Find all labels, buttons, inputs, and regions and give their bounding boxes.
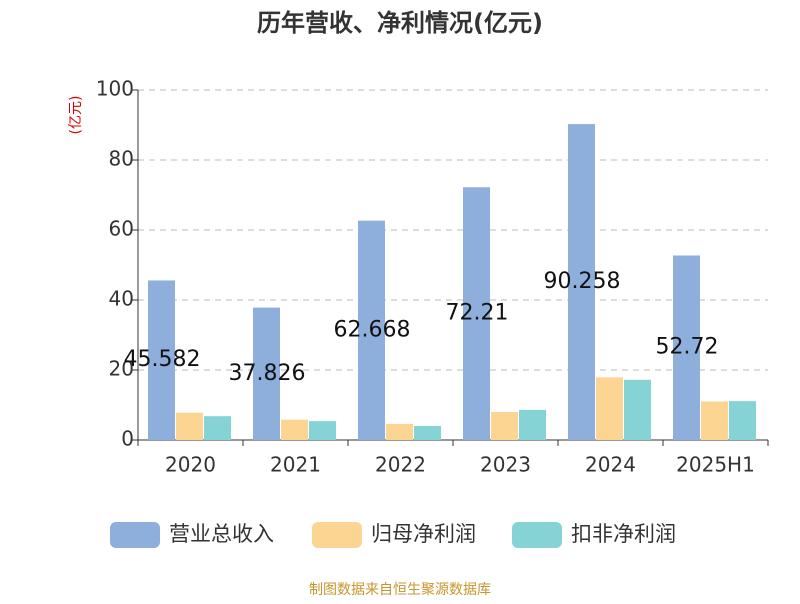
legend-label: 营业总收入: [169, 522, 274, 546]
y-tick-label: 80: [109, 147, 134, 171]
bar: [624, 379, 651, 440]
bar: [729, 401, 756, 440]
y-tick-label: 0: [121, 427, 134, 451]
y-tick-label: 60: [109, 217, 134, 241]
source-note: 制图数据来自恒生聚源数据库: [309, 582, 491, 598]
x-tick-label: 2020: [165, 453, 216, 477]
bar: [519, 409, 546, 440]
bar: [596, 377, 623, 440]
data-label: 62.668: [334, 317, 411, 342]
y-tick-label: 40: [109, 287, 134, 311]
legend-swatch: [512, 522, 562, 548]
bar: [414, 426, 441, 440]
legend-label: 扣非净利润: [571, 522, 676, 546]
data-label: 52.72: [656, 335, 719, 360]
bar: [253, 307, 280, 440]
bar: [701, 401, 728, 440]
legend-label: 归母净利润: [371, 522, 476, 546]
y-tick-label: 100: [96, 77, 134, 101]
bar: [281, 419, 308, 440]
x-tick-label: 2022: [375, 453, 426, 477]
x-tick-label: 2024: [585, 453, 636, 477]
bar: [204, 416, 231, 440]
x-tick-label: 2021: [270, 453, 321, 477]
bar: [673, 255, 700, 440]
data-label: 37.826: [229, 361, 306, 386]
chart-title: 历年营收、净利情况(亿元): [257, 9, 543, 37]
bar: [148, 280, 175, 440]
bar: [568, 124, 595, 441]
bar: [176, 412, 203, 440]
data-label: 45.582: [124, 347, 201, 372]
x-tick-label: 2025H1: [676, 453, 755, 477]
data-label: 72.21: [446, 301, 509, 326]
data-label: 90.258: [544, 269, 621, 294]
y-tick-label: 20: [109, 357, 134, 381]
bar: [491, 412, 518, 440]
bar: [358, 220, 385, 440]
y-axis-label: (亿元): [68, 96, 84, 135]
bar: [386, 423, 413, 440]
bar: [463, 187, 490, 440]
legend-swatch: [110, 522, 160, 548]
bar: [309, 421, 336, 440]
x-tick-label: 2023: [480, 453, 531, 477]
legend-swatch: [312, 522, 362, 548]
